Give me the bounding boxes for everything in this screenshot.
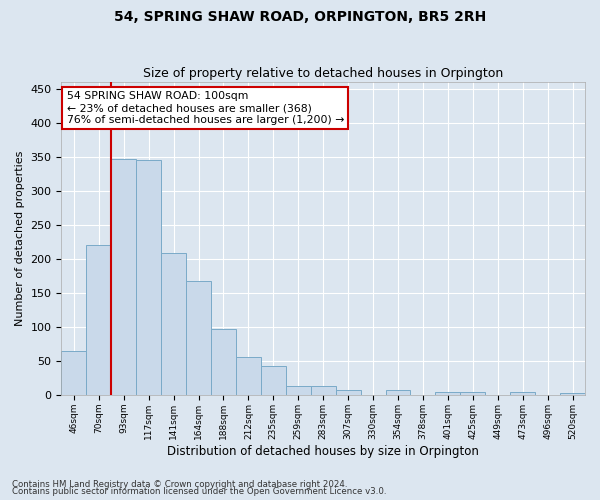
Bar — [111, 159, 136, 395]
Bar — [311, 386, 335, 395]
Bar — [136, 160, 161, 395]
Bar — [560, 393, 585, 395]
Y-axis label: Number of detached properties: Number of detached properties — [15, 151, 25, 326]
Text: Contains public sector information licensed under the Open Government Licence v3: Contains public sector information licen… — [12, 487, 386, 496]
Bar — [161, 254, 186, 395]
Bar — [211, 329, 236, 395]
Title: Size of property relative to detached houses in Orpington: Size of property relative to detached ho… — [143, 66, 503, 80]
Bar — [186, 282, 211, 395]
X-axis label: Distribution of detached houses by size in Orpington: Distribution of detached houses by size … — [167, 444, 479, 458]
Bar — [236, 357, 261, 395]
Bar — [460, 392, 485, 395]
Bar — [61, 350, 86, 395]
Bar — [510, 392, 535, 395]
Text: Contains HM Land Registry data © Crown copyright and database right 2024.: Contains HM Land Registry data © Crown c… — [12, 480, 347, 489]
Bar — [335, 390, 361, 395]
Bar — [286, 386, 311, 395]
Bar — [86, 246, 111, 395]
Bar — [261, 366, 286, 395]
Bar — [386, 390, 410, 395]
Bar — [436, 392, 460, 395]
Text: 54, SPRING SHAW ROAD, ORPINGTON, BR5 2RH: 54, SPRING SHAW ROAD, ORPINGTON, BR5 2RH — [114, 10, 486, 24]
Text: 54 SPRING SHAW ROAD: 100sqm
← 23% of detached houses are smaller (368)
76% of se: 54 SPRING SHAW ROAD: 100sqm ← 23% of det… — [67, 92, 344, 124]
